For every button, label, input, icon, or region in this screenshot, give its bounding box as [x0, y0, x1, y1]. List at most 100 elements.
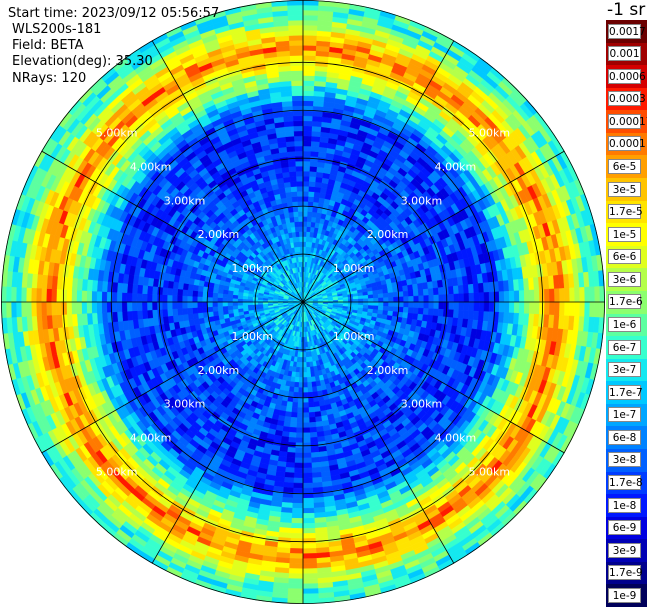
ppi-cell [299, 367, 304, 373]
ppi-cell [302, 432, 311, 439]
ppi-cell [285, 461, 295, 469]
ppi-cell [302, 407, 310, 413]
ppi-cell [569, 287, 576, 303]
ppi-cell [310, 446, 320, 454]
ppi-cell [302, 165, 311, 172]
ppi-cell [508, 290, 515, 303]
ppi-cell [534, 289, 540, 303]
ppi-cell [308, 406, 315, 413]
ppi-cell [290, 538, 304, 544]
ppi-cell [408, 295, 414, 303]
ppi-cell [382, 292, 389, 299]
ppi-cell [306, 376, 312, 383]
ppi-cell [447, 309, 455, 319]
ppi-cell [284, 411, 292, 418]
ppi-cell [462, 284, 470, 294]
ppi-cell [290, 411, 298, 418]
ppi-cell [358, 301, 364, 306]
ppi-cell [314, 186, 322, 193]
ppi-cell [302, 402, 309, 408]
ppi-cell [448, 293, 455, 303]
ppi-cell [307, 391, 314, 398]
ppi-cell [302, 583, 319, 590]
ppi-cell [432, 287, 439, 296]
ppi-cell [378, 297, 384, 303]
ppi-cell [302, 422, 310, 429]
ppi-cell [302, 452, 312, 459]
ppi-cell [498, 301, 505, 313]
ppi-cell [302, 236, 307, 242]
ppi-cell [412, 283, 419, 291]
ppi-cell [306, 366, 311, 373]
ppi-cell [299, 352, 304, 358]
ppi-cell [433, 301, 440, 310]
ppi-cell [292, 487, 304, 494]
ppi-cell [378, 301, 384, 307]
ppi-cell [302, 4, 319, 11]
ppi-cell [368, 298, 374, 303]
ppi-cell [437, 287, 444, 296]
ppi-cell [513, 301, 520, 314]
ppi-cell [302, 45, 317, 51]
ppi-cell [387, 287, 394, 294]
ppi-cell [422, 288, 429, 296]
ppi-cell [290, 527, 304, 534]
ppi-cell [554, 288, 560, 303]
ppi-cell [392, 306, 399, 313]
ppi-cell [293, 381, 300, 388]
ppi-cell [478, 292, 485, 303]
ppi-cell [407, 312, 414, 320]
ppi-cell [413, 295, 419, 303]
ppi-cell [428, 301, 435, 310]
ppi-cell [412, 313, 419, 321]
ppi-cell [302, 588, 319, 595]
ppi-cell [368, 301, 374, 306]
ppi-cell [302, 417, 310, 424]
ppi-cell [302, 231, 307, 237]
ppi-cell [313, 406, 321, 413]
ppi-cell [452, 285, 460, 295]
ppi-cell [417, 307, 424, 315]
ppi-cell [302, 196, 309, 202]
ppi-cell [302, 85, 315, 92]
ppi-cell [286, 451, 296, 459]
ppi-cell [472, 310, 480, 321]
ppi-cell [291, 517, 304, 524]
ppi-cell [306, 216, 313, 223]
ppi-cell [549, 301, 555, 316]
ppi-cell [473, 292, 480, 303]
ppi-cell [302, 150, 312, 157]
ppi-cell [352, 295, 359, 300]
ppi-cell [298, 372, 304, 378]
ppi-cell [402, 290, 409, 297]
ppi-cell [483, 301, 490, 312]
ppi-cell [528, 301, 535, 315]
ppi-cell [283, 481, 294, 489]
ppi-cell [412, 289, 419, 297]
ppi-cell [310, 456, 321, 464]
ppi-cell [307, 386, 313, 393]
ppi-cell [292, 497, 304, 504]
ppi-cell [312, 110, 324, 118]
ppi-cell [308, 186, 316, 193]
ppi-cell [427, 308, 434, 316]
ppi-cell [594, 301, 601, 318]
ppi-cell [294, 452, 304, 459]
ppi-cell [544, 288, 550, 303]
ppi-cell [286, 401, 293, 408]
ppi-cell [302, 180, 310, 187]
ppi-cell [398, 301, 404, 308]
ppi-cell [294, 447, 304, 454]
ppi-cell [308, 401, 315, 408]
ppi-cell [302, 206, 309, 212]
ppi-cell [312, 476, 323, 484]
ppi-cell [312, 486, 324, 494]
ppi-cell [302, 362, 307, 368]
ppi-cell [437, 308, 444, 317]
ppi-cell [305, 351, 310, 358]
ppi-cell [302, 246, 307, 252]
ppi-cell [287, 588, 304, 595]
ppi-cell [302, 35, 318, 41]
ppi-cell [482, 282, 490, 293]
ppi-cell [302, 191, 310, 197]
